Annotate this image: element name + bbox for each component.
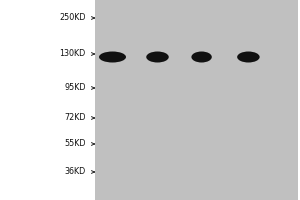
Ellipse shape [191,51,212,62]
Text: 36KD: 36KD [64,168,86,176]
Text: 95KD: 95KD [64,83,86,92]
Ellipse shape [99,51,126,62]
Text: 55KD: 55KD [64,140,86,148]
Text: 130KD: 130KD [59,49,86,58]
FancyBboxPatch shape [94,0,298,200]
Ellipse shape [237,51,260,62]
Text: 72KD: 72KD [64,114,86,122]
Text: 250KD: 250KD [59,14,86,22]
Ellipse shape [146,51,169,62]
